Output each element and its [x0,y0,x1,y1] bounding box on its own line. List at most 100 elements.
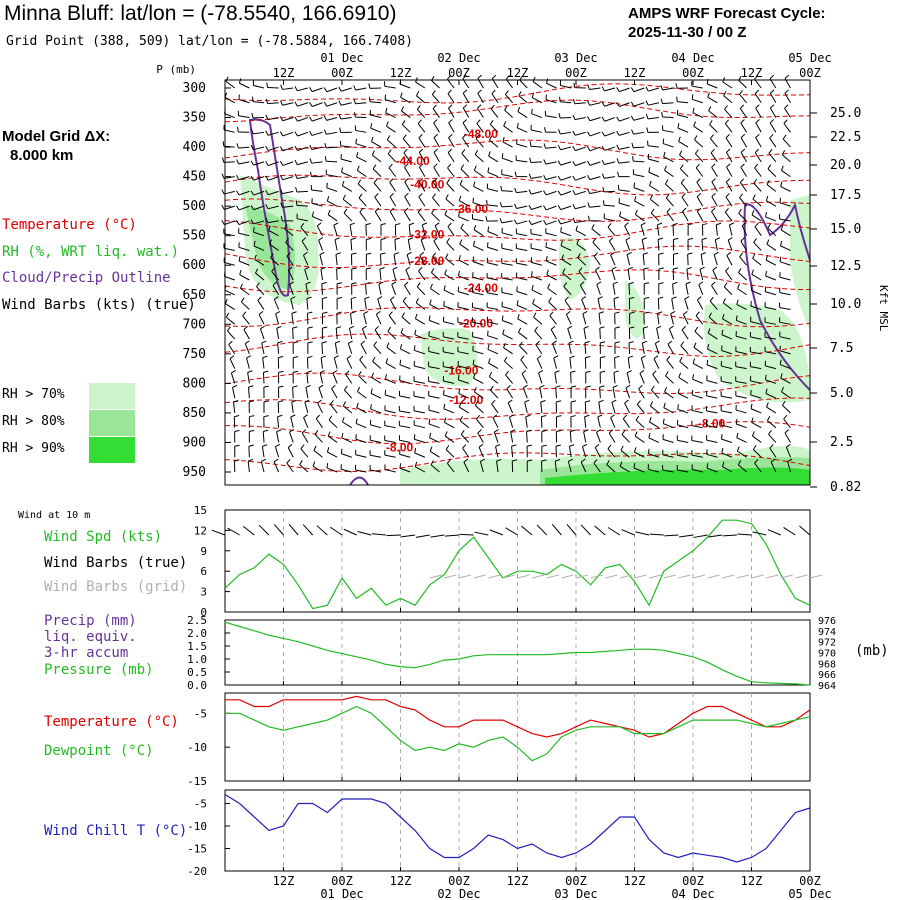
surface-wind-barb [752,531,767,536]
wind-barb [473,186,484,192]
wind-barb [779,336,791,340]
wind-barb-flag [460,430,465,435]
wind-barb-flag [587,188,591,194]
wind-barb-flag [399,463,402,469]
wind-barb-flag [289,429,295,433]
wind-barb [373,182,382,192]
wind-barb-flag [713,251,719,256]
wind-barb-flag [446,238,450,243]
pressure-tick-label: 300 [183,81,206,96]
wind-barb-flag [628,281,634,285]
wind-barb-flag [514,187,517,193]
wind-barb [328,419,338,429]
wind-barb [695,167,704,177]
wind-barb [363,313,367,325]
wind-barb [754,152,762,163]
wind-barb [320,269,323,281]
wind-barb [447,167,455,177]
wind-barb-flag [658,252,664,255]
wind-barb-flag [696,178,701,183]
wind-barb [504,109,513,118]
wind-barb [767,168,777,177]
wind-barb [462,107,470,118]
wind-barb-flag [643,311,649,314]
wind-barb-flag [460,164,465,170]
wind-barb [364,298,367,310]
wind-barb [766,243,777,251]
wind-barb [389,181,397,192]
wind-barb-flag [312,461,316,467]
wind-barb-flag [600,356,606,359]
wind-barb [327,435,338,443]
wind-barb [386,139,396,148]
wind-barb-flag [238,256,241,262]
wind-barb [662,116,674,119]
wind-barb [501,262,513,266]
wind-barb [432,182,440,192]
wind-barb-flag [477,89,482,94]
wind-barb-flag [358,193,363,199]
wind-barb-flag [658,296,664,300]
time-tick-label-top: 12Z [741,66,763,80]
wind-barb [709,300,718,310]
wind-barb [304,402,309,414]
wind-barb-flag [693,342,697,348]
wind-barb [657,239,660,251]
wind-barb [579,285,587,296]
wind-barb [604,131,616,137]
wind-barb-flag [446,459,451,464]
wind-barb-flag [265,161,269,166]
wind-barb-flag [643,267,649,270]
grid-wind-barb [663,574,676,579]
wind-barb [268,161,279,167]
wind-barb [613,298,616,310]
wind-barb [567,461,572,473]
wind-barb-flag [448,133,453,138]
wind-barb [668,328,674,340]
wind-barb [568,342,572,354]
wind-barb-flag [338,86,342,92]
wind-barb-flag [512,459,518,462]
wind-barb-flag [306,296,312,300]
wind-barb [599,328,601,340]
wind-barb [495,446,499,458]
wind-barb-flag [725,133,730,139]
wind-barb-flag [278,370,284,373]
date-label-top: 03 Dec [554,51,597,65]
wind-barb-flag [239,283,243,289]
wind-barb [691,425,703,429]
wind-barb [443,366,455,370]
wind-barb-flag [754,459,759,464]
wind-barb [780,377,791,384]
wind-barb-flag [250,205,255,210]
grid-wind-barb [429,574,442,579]
wind-barb [591,228,601,237]
wind-barb [505,78,514,89]
wind-barb [722,466,733,473]
wind-barb-flag [751,431,755,437]
wind-barb-flag [769,134,774,139]
wind-barb-flag [526,444,533,447]
wind-barb [517,318,528,325]
wind-barb [487,262,499,266]
wind-barb-flag [753,238,757,243]
height-tick-label: 17.5 [830,188,861,203]
wind-barb [501,220,513,224]
wind-barb [405,269,411,281]
wind-barb [634,451,645,458]
grid-wind-barb [532,574,545,579]
wind-barb [686,269,689,281]
wind-barb-flag [253,240,256,247]
wind-barb [371,141,382,148]
wind-barb-flag [236,174,240,180]
wind-barb [473,245,484,251]
wind-barb-flag [585,385,591,388]
wind-barb [722,302,733,310]
wind-barb [459,420,470,429]
wind-barb [292,328,294,340]
wind-barb-flag [221,204,225,210]
height-tick-label: 15.0 [830,222,861,237]
wind-barb [735,380,747,384]
wind-barb-flag [399,343,403,350]
wind-barb [530,176,542,179]
